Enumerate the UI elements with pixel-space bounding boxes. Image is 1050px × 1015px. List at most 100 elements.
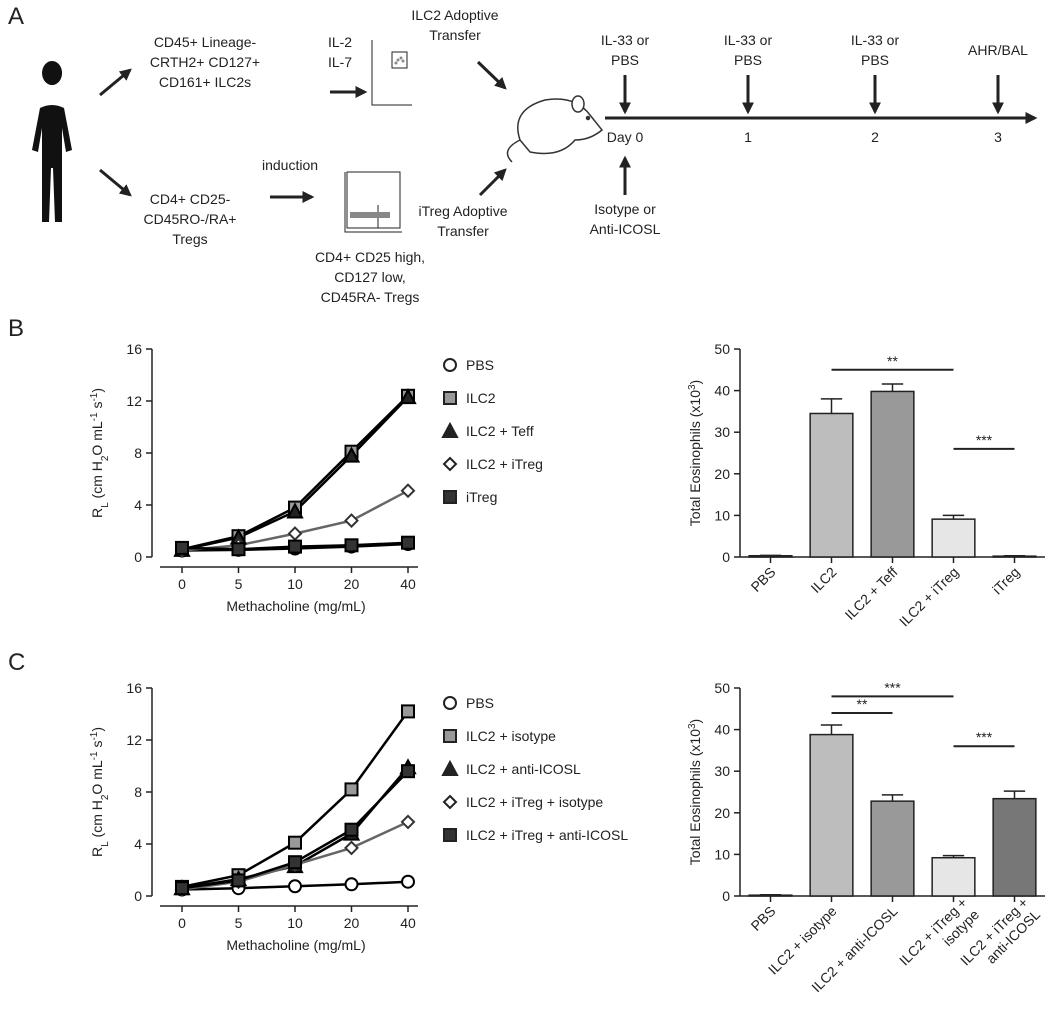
bar-chart: 0 10 20 30 40 50 Total Eosinophils (x103) PBS IL… [687, 679, 1045, 995]
x-tick-label: ILC2 + Teff [842, 564, 901, 623]
label-line: PBS [747, 564, 778, 595]
bar [992, 555, 1037, 558]
arrow [99, 168, 132, 197]
marker [399, 387, 417, 405]
legend-label: ILC2 + Teff [466, 423, 534, 439]
label-part: ) [89, 388, 105, 393]
y-axis-label: Total Eosinophils (x103) [687, 380, 704, 526]
legend-label: ILC2 + iTreg + anti-ICOSL [466, 827, 628, 843]
panel-label: B [8, 315, 24, 342]
panel-label: C [8, 649, 25, 676]
y-tick-label: 12 [126, 732, 142, 748]
day-label: 2 [871, 129, 879, 145]
label-part: R [89, 847, 105, 857]
flow-plot [371, 40, 412, 106]
y-tick-label: 0 [134, 549, 142, 565]
cell-description: CD4+ CD25-CD45RO-/RA+ Tregs [144, 191, 237, 247]
significance-label: ** [857, 696, 868, 712]
step-label: ILC2 Adoptive Transfer [411, 7, 498, 43]
marker [401, 535, 415, 550]
marker [401, 874, 415, 889]
treatment: IL-33 or PBS [851, 32, 900, 68]
y-tick-label: 0 [722, 549, 730, 565]
x-tick-label: ILC2 [807, 564, 839, 596]
legend-label: ILC2 + iTreg [466, 456, 543, 472]
label-part: -1 [89, 731, 100, 740]
label-line: ILC2 + iTreg [896, 564, 962, 630]
y-tick-label: 40 [714, 722, 730, 738]
marker [287, 526, 303, 542]
marker [344, 877, 359, 892]
marker [286, 502, 304, 519]
mouse [506, 95, 604, 163]
legend-marker [443, 358, 457, 372]
panel-label: A [8, 3, 24, 30]
label-part: O mL [89, 760, 105, 794]
legend-marker [442, 794, 458, 810]
marker [344, 782, 359, 797]
x-tick-label: 40 [400, 915, 416, 931]
bar [931, 856, 976, 897]
bar [748, 894, 793, 897]
y-tick-label: 0 [722, 888, 730, 904]
label-line: iTreg [989, 564, 1023, 598]
legend-marker [443, 391, 457, 405]
y-tick-label: 8 [134, 784, 142, 800]
schematic: CD45+ Lineage-CRTH2+ CD127+ CD161+ ILC2s … [32, 7, 1038, 305]
legend-marker [443, 729, 457, 743]
y-tick-label: 20 [714, 466, 730, 482]
x-axis-label: Methacholine (mg/mL) [226, 598, 365, 614]
y-tick-label: 10 [714, 507, 730, 523]
label-line: ILC2 [807, 564, 839, 596]
label-part: ) [687, 719, 703, 724]
significance-label: *** [976, 729, 993, 745]
bar [809, 412, 854, 558]
legend-label: ILC2 + anti-ICOSL [466, 761, 581, 777]
arrow [478, 168, 507, 197]
bar [870, 800, 915, 897]
x-tick-label: PBS [747, 564, 778, 595]
legend-label: ILC2 + iTreg + isotype [466, 794, 603, 810]
legend-label: PBS [466, 695, 494, 711]
bar [931, 518, 976, 558]
significance-label: ** [887, 353, 898, 369]
marker [344, 538, 359, 553]
flow-plot [344, 171, 402, 233]
legend-marker [441, 421, 459, 438]
y-tick-label: 30 [714, 763, 730, 779]
cell-description: CD4+ CD25 high, CD127 low, CD45RA- Tregs [315, 249, 425, 305]
label-part: L [100, 841, 111, 847]
marker [344, 822, 359, 837]
marker [344, 513, 359, 529]
marker [401, 764, 415, 779]
x-tick-label: ILC2 + iTreg [896, 564, 962, 630]
y-tick-label: 0 [134, 888, 142, 904]
marker [342, 446, 361, 463]
marker [288, 835, 302, 850]
label-part: -1 [89, 392, 100, 401]
day-label: 1 [744, 129, 752, 145]
marker [175, 540, 189, 555]
y-tick-label: 4 [134, 836, 142, 852]
marker [288, 855, 302, 870]
arrow [99, 68, 132, 97]
y-tick-label: 12 [126, 393, 142, 409]
label-part: Total Eosinophils (x10 [687, 729, 703, 865]
label-part: -1 [89, 412, 100, 421]
legend-label: PBS [466, 357, 494, 373]
x-axis-label: Methacholine (mg/mL) [226, 937, 365, 953]
label-line: ILC2 + Teff [842, 564, 901, 623]
label-part: -1 [89, 751, 100, 760]
day-label: 3 [994, 129, 1002, 145]
label-part: 3 [687, 723, 698, 729]
y-tick-label: 30 [714, 424, 730, 440]
legend-marker [443, 490, 457, 504]
x-tick-label: 0 [178, 915, 186, 931]
marker [288, 879, 302, 894]
legend-marker [441, 759, 459, 776]
significance-label: *** [976, 432, 993, 448]
label-part: s [89, 741, 105, 752]
marker [400, 814, 416, 830]
x-tick-label: 10 [287, 576, 303, 592]
marker [400, 483, 416, 499]
